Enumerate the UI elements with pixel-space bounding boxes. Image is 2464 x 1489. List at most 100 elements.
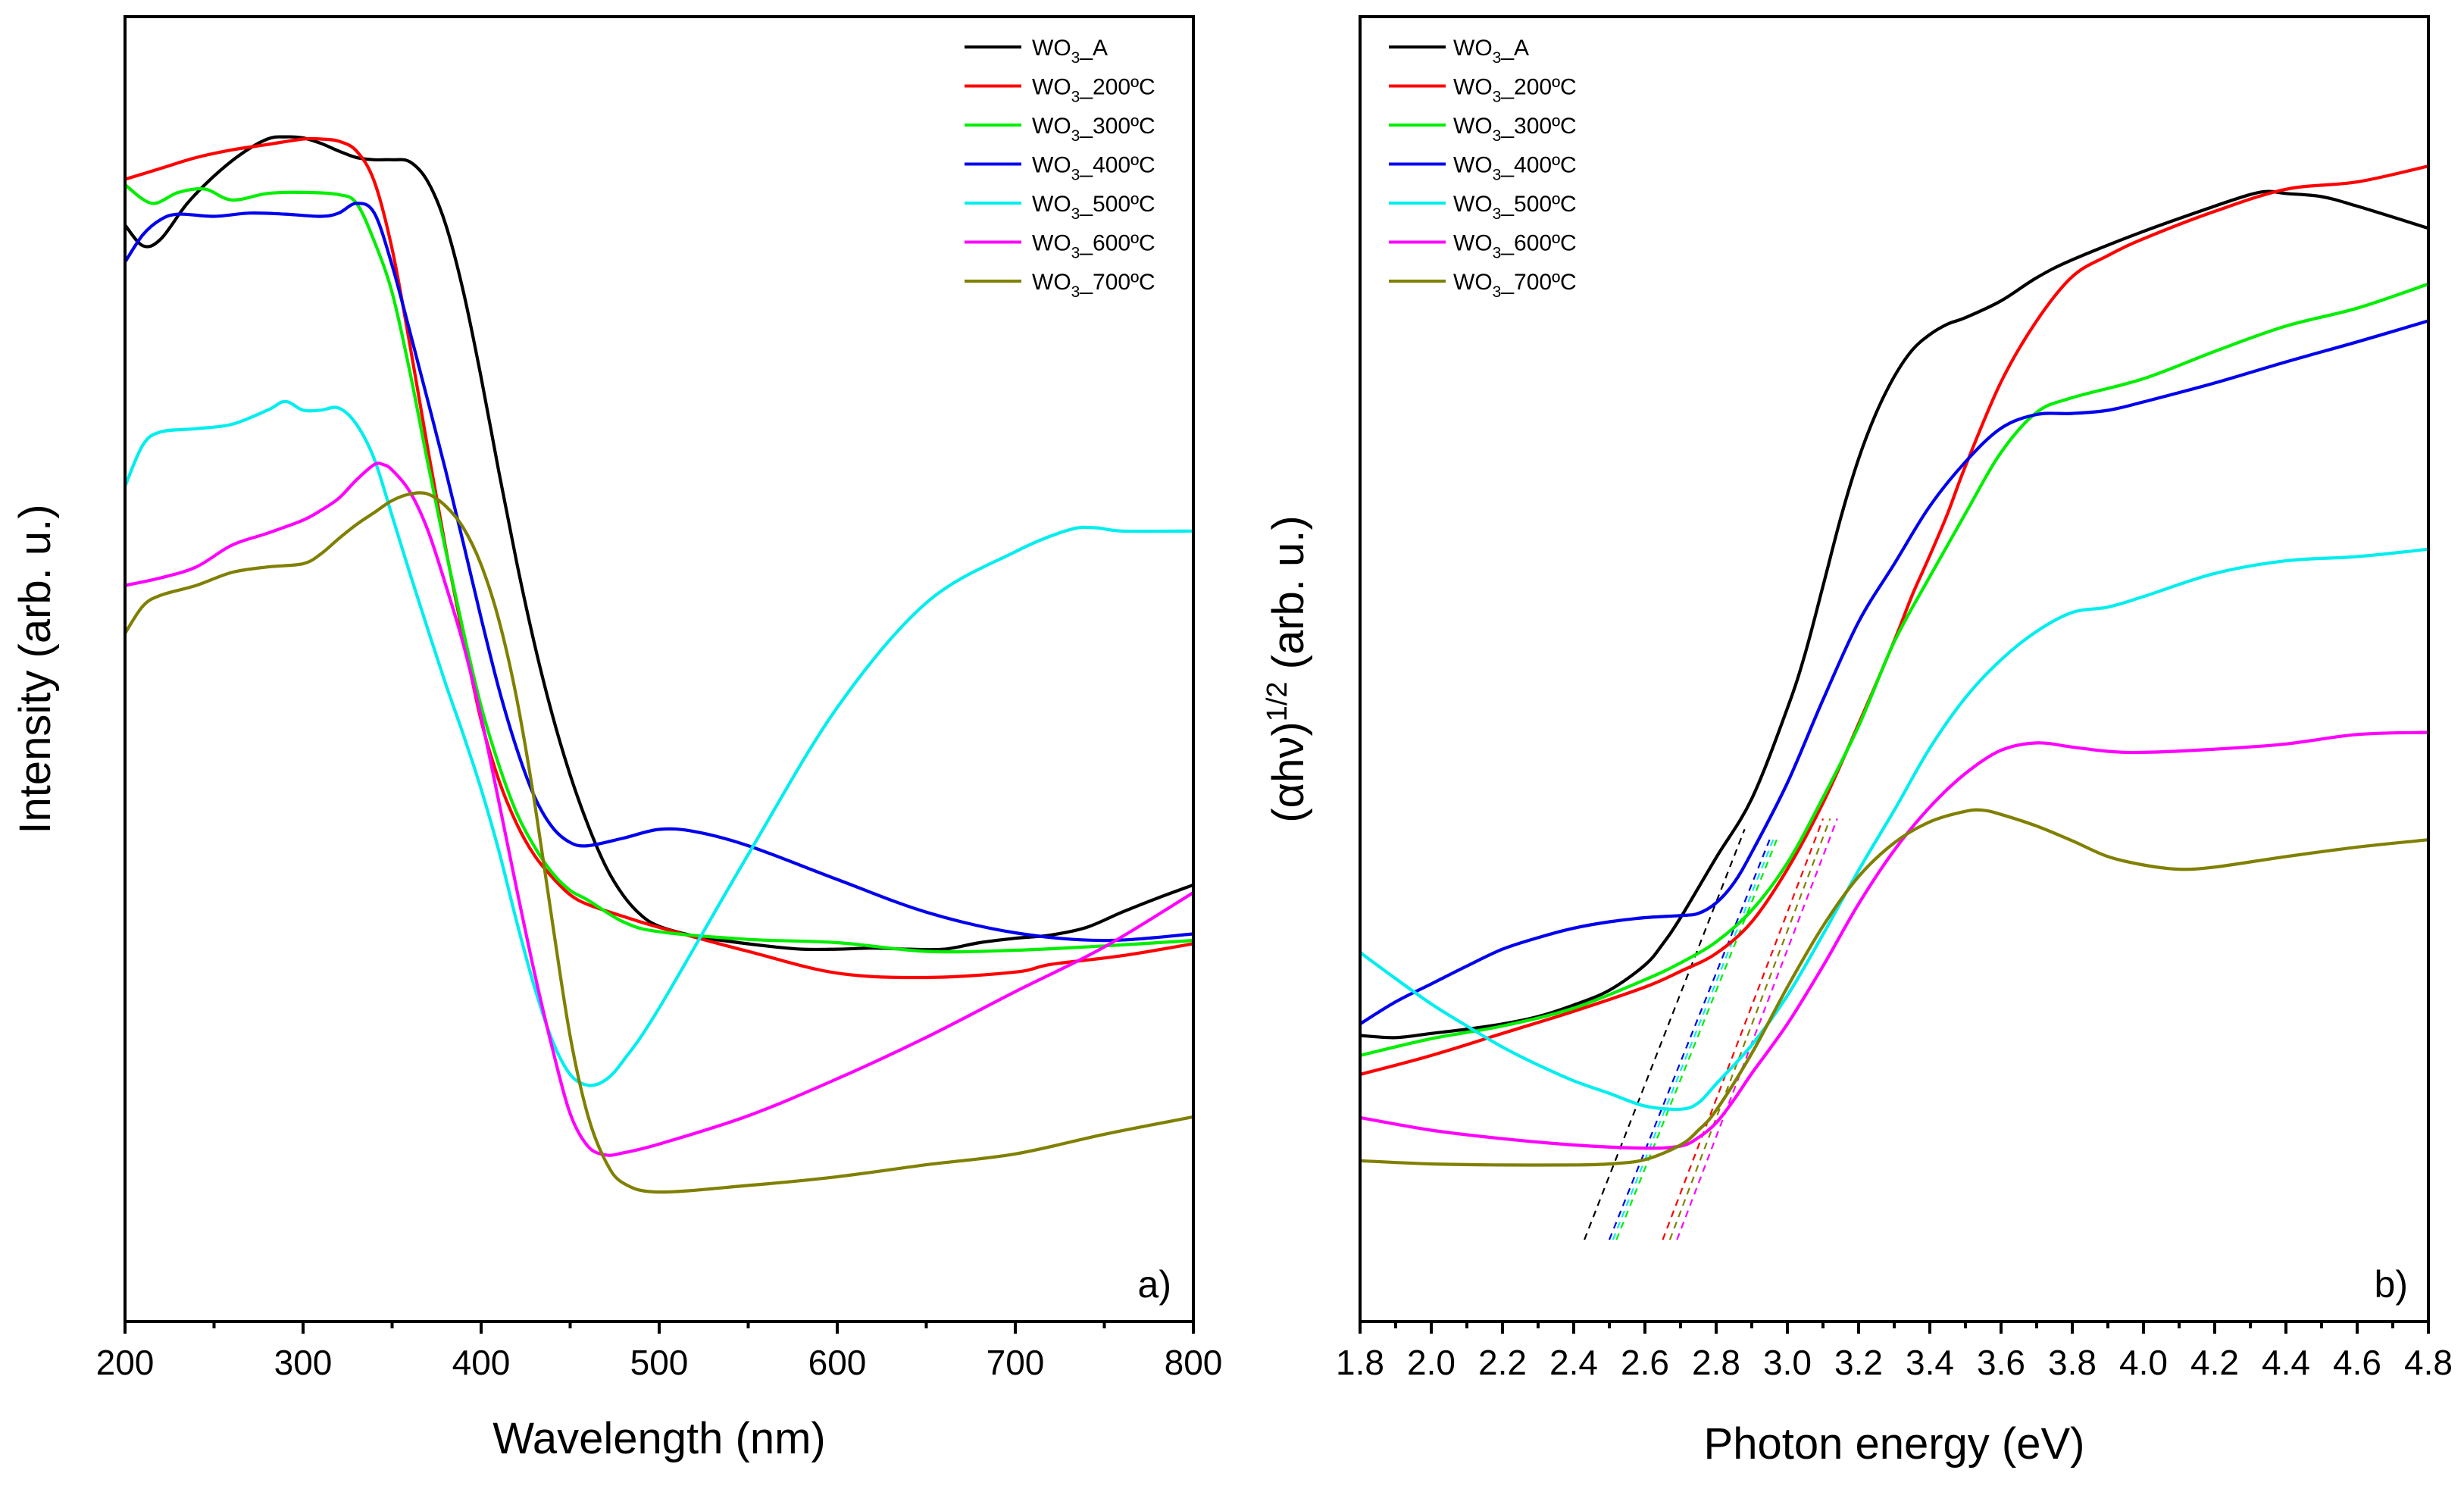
legend-label-sub: 3 [1071,167,1080,184]
x-tick-label: 800 [1165,1343,1223,1382]
panel-b-y-axis-title-sup: 1/2 [1262,681,1293,721]
legend-label-main: WO [1032,114,1071,139]
legend-label-main: WO [1032,75,1071,100]
legend-label-sub: 3 [1493,283,1502,301]
legend-label-suffix: _500ºC [1500,192,1576,217]
series-line-wo3-200c [1360,164,2428,1076]
legend-label-sub: 3 [1493,245,1502,262]
x-tick-label: 3.6 [1977,1343,2025,1382]
x-tick-label: 500 [630,1343,689,1382]
legend-label-suffix: _A [1500,36,1529,61]
legend-label-suffix: _700ºC [1079,270,1155,295]
fit-line-wo3-600c [1676,818,1838,1240]
panel-a: 200 300 400 500 600 700 800 WO3_AWO3_200ºCWO3_… [11,15,1223,1463]
legend-label-sub: 3 [1071,49,1080,67]
x-tick-label: 3.2 [1834,1343,1883,1382]
series-line-wo3-500c [125,399,1193,1087]
fit-line-wo3-700c [1668,818,1831,1240]
fit-line-wo3-200c [1662,818,1825,1240]
legend-label: WO3_300ºC [1453,114,1577,145]
legend-label-suffix: _600ºC [1500,231,1576,256]
panel-b-y-axis-title: (αhν)1/2 (arb. u.) [1262,515,1313,822]
series-line-wo3-500c [1360,547,2428,1112]
legend-label-main: WO [1453,231,1493,256]
legend-label: WO3_400ºC [1032,153,1155,184]
series-line-wo3-400c [125,202,1193,943]
panel-b: 1.8 2.0 2.2 2.4 2.6 2.8 3.0 3.2 3.4 3.6 3.8 4.0 4.2 4… [1262,15,2453,1469]
legend-label-main: WO [1453,36,1493,61]
x-tick-label: 4.0 [2119,1343,2168,1382]
panel-a-x-ticks: 200 300 400 500 600 700 800 [96,1322,1223,1382]
legend-label: WO3_200ºC [1032,75,1155,106]
legend-label: WO3_500ºC [1032,192,1155,223]
x-tick-label: 4.2 [2190,1343,2239,1382]
legend-label-sub: 3 [1071,205,1080,223]
legend-label-suffix: _300ºC [1079,114,1155,139]
legend-label-suffix: _600ºC [1079,231,1155,256]
legend-label-suffix: _300ºC [1500,114,1576,139]
x-tick-label: 3.4 [1906,1343,1954,1382]
series-line-wo3-a [125,135,1193,952]
legend-item-wo3-400c: WO3_400ºC [965,153,1155,184]
series-line-wo3-700c [1360,808,2428,1167]
legend-item-wo3-600c: WO3_600ºC [1389,231,1577,262]
panel-a-y-axis-title: Intensity (arb. u.) [11,504,60,834]
legend-label: WO3_700ºC [1453,270,1577,301]
legend-label-suffix: _500ºC [1079,192,1155,217]
x-tick-label: 3.8 [2048,1343,2097,1382]
legend-label-sub: 3 [1071,283,1080,301]
series-line-wo3-200c [125,136,1193,980]
legend-item-wo3-300c: WO3_300ºC [965,114,1155,145]
series-line-wo3-400c [1360,319,2428,1026]
legend-label-sub: 3 [1071,89,1080,106]
legend-label: WO3_A [1453,36,1529,67]
series-line-wo3-a [1360,189,2428,1040]
legend-item-wo3-200c: WO3_200ºC [1389,75,1577,106]
legend-label-main: WO [1032,36,1071,61]
legend-label-main: WO [1032,153,1071,178]
legend-label-suffix: _200ºC [1079,75,1155,100]
panel-b-y-axis-title-main: (αhν) [1264,721,1313,822]
legend-label-suffix: _400ºC [1079,153,1155,178]
legend-label-main: WO [1453,75,1493,100]
legend-label-main: WO [1032,270,1071,295]
panel-b-curves [1360,164,2428,1167]
legend-label-suffix: _200ºC [1500,75,1576,100]
legend-label: WO3_700ºC [1032,270,1155,301]
panel-a-legend: WO3_AWO3_200ºCWO3_300ºCWO3_400ºCWO3_500º… [965,36,1155,301]
legend-item-wo3-600c: WO3_600ºC [965,231,1155,262]
x-tick-label: 700 [987,1343,1045,1382]
x-tick-label: 1.8 [1336,1343,1384,1382]
legend-item-wo3-a: WO3_A [1389,36,1529,67]
series-line-wo3-600c [1360,730,2428,1150]
legend-label-suffix: _400ºC [1500,153,1576,178]
series-line-wo3-300c [125,183,1193,954]
legend-label: WO3_500ºC [1453,192,1577,223]
panel-a-x-axis-title: Wavelength (nm) [492,1414,825,1463]
fit-line-wo3-400c [1608,839,1771,1240]
legend-item-wo3-a: WO3_A [965,36,1108,67]
legend-label-main: WO [1032,192,1071,217]
panel-b-legend: WO3_AWO3_200ºCWO3_300ºCWO3_400ºCWO3_500º… [1389,36,1577,301]
x-tick-label: 2.0 [1407,1343,1456,1382]
legend-item-wo3-500c: WO3_500ºC [1389,192,1577,223]
panel-b-tauc-fit-lines [1584,818,1838,1240]
legend-label: WO3_600ºC [1453,231,1577,262]
legend-item-wo3-700c: WO3_700ºC [1389,270,1577,301]
x-tick-label: 2.6 [1621,1343,1669,1382]
legend-label: WO3_A [1032,36,1108,67]
panel-b-x-ticks: 1.8 2.0 2.2 2.4 2.6 2.8 3.0 3.2 3.4 3.6 3.8 4.0 4.2 4… [1336,1322,2453,1382]
legend-label: WO3_600ºC [1032,231,1155,262]
x-tick-label: 4.8 [2404,1343,2453,1382]
legend-label-sub: 3 [1071,127,1080,145]
legend-label-main: WO [1453,114,1493,139]
legend-label-suffix: _A [1079,36,1108,61]
legend-label-sub: 3 [1493,49,1502,67]
panel-b-label: b) [2375,1263,2408,1306]
legend-label-sub: 3 [1493,167,1502,184]
x-tick-label: 2.8 [1692,1343,1740,1382]
panel-b-y-axis-title-tail: (arb. u.) [1264,515,1313,681]
x-tick-label: 200 [96,1343,155,1382]
legend-item-wo3-400c: WO3_400ºC [1389,153,1577,184]
